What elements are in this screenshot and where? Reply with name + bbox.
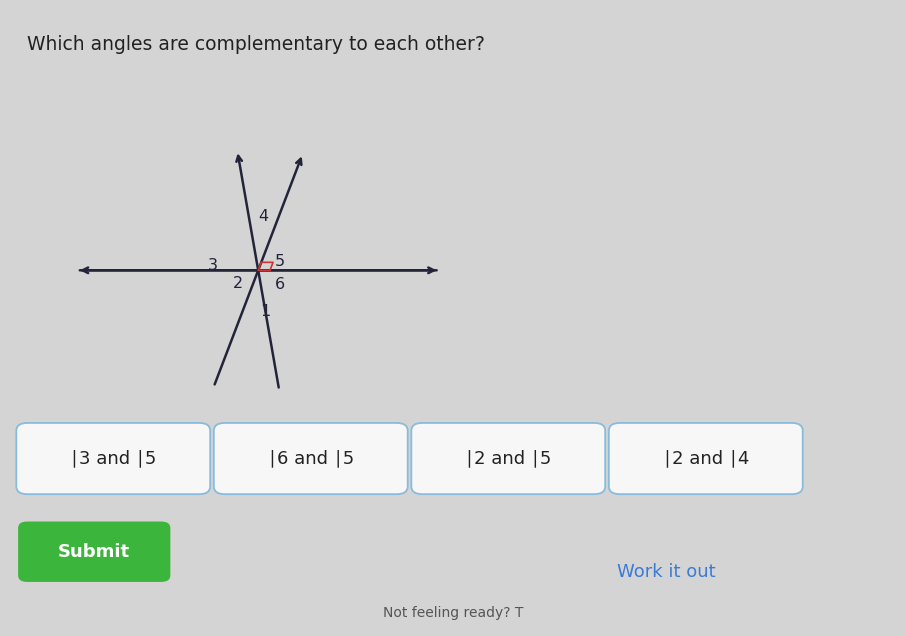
Text: ∣2 and ∣4: ∣2 and ∣4 — [662, 450, 749, 467]
Text: Work it out: Work it out — [617, 563, 715, 581]
FancyBboxPatch shape — [214, 423, 408, 494]
FancyBboxPatch shape — [609, 423, 803, 494]
Text: ∣3 and ∣5: ∣3 and ∣5 — [70, 450, 157, 467]
Text: 4: 4 — [258, 209, 269, 224]
Text: ∣6 and ∣5: ∣6 and ∣5 — [267, 450, 354, 467]
FancyBboxPatch shape — [411, 423, 605, 494]
Text: Not feeling ready? T: Not feeling ready? T — [383, 606, 523, 620]
Text: Submit: Submit — [58, 543, 130, 561]
Text: ∣2 and ∣5: ∣2 and ∣5 — [465, 450, 552, 467]
FancyBboxPatch shape — [18, 522, 170, 582]
Text: 2: 2 — [233, 275, 244, 291]
Text: Which angles are complementary to each other?: Which angles are complementary to each o… — [27, 35, 485, 54]
Text: 1: 1 — [260, 304, 271, 319]
Text: 5: 5 — [275, 254, 285, 269]
Text: 6: 6 — [275, 277, 285, 292]
Text: 3: 3 — [207, 258, 218, 273]
FancyBboxPatch shape — [16, 423, 210, 494]
